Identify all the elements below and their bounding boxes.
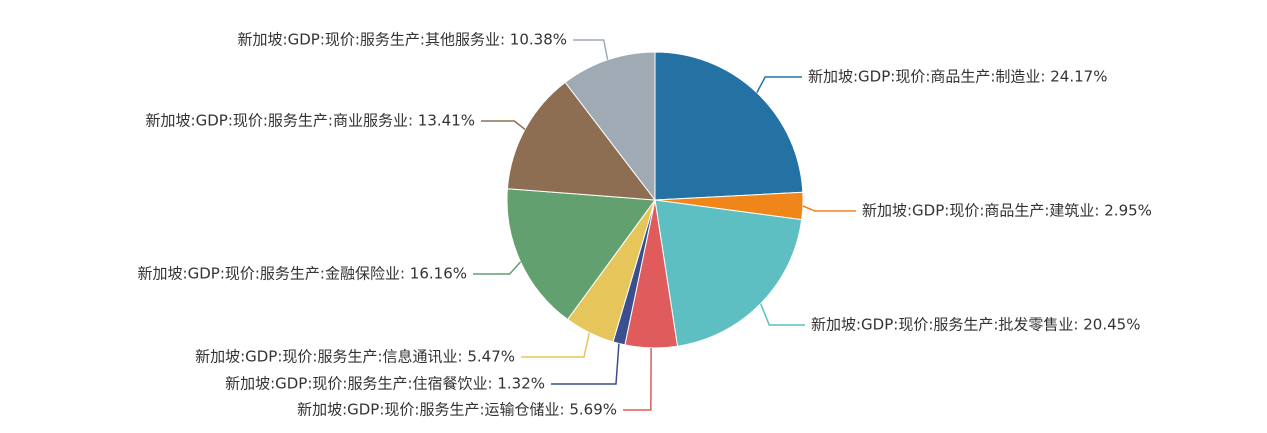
data-label: 新加坡:GDP:现价:服务生产:金融保险业: 16.16% — [138, 265, 467, 283]
pie-slice — [506, 81, 657, 201]
leader-line — [573, 39, 609, 60]
leader-line — [759, 303, 805, 326]
leader-line — [551, 343, 620, 385]
data-label: 新加坡:GDP:现价:服务生产:批发零售业: 20.45% — [811, 316, 1140, 334]
data-label: 新加坡:GDP:现价:服务生产:商业服务业: 13.41% — [146, 112, 475, 130]
data-label: 新加坡:GDP:现价:商品生产:建筑业: 2.95% — [862, 202, 1152, 220]
leader-line — [521, 332, 591, 358]
pie-slice — [654, 51, 804, 201]
pie-slice — [506, 188, 656, 321]
data-label: 新加坡:GDP:现价:服务生产:信息通讯业: 5.47% — [195, 348, 515, 366]
data-label: 新加坡:GDP:现价:服务生产:运输仓储业: 5.69% — [297, 401, 617, 419]
pie-slice — [654, 199, 803, 347]
leader-line — [756, 76, 802, 94]
leader-line — [802, 205, 856, 212]
data-label: 新加坡:GDP:现价:服务生产:住宿餐饮业: 1.32% — [225, 375, 545, 393]
data-label: 新加坡:GDP:现价:商品生产:制造业: 24.17% — [808, 68, 1107, 86]
leader-line — [481, 120, 526, 130]
leader-line — [623, 347, 652, 411]
leader-line — [473, 261, 522, 275]
data-label: 新加坡:GDP:现价:服务生产:其他服务业: 10.38% — [238, 31, 567, 49]
